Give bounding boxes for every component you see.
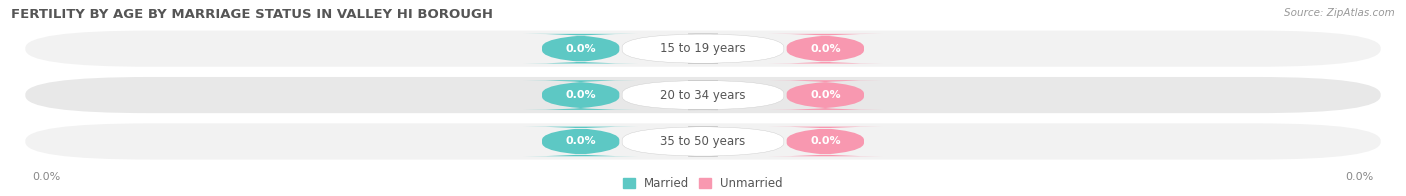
Text: 20 to 34 years: 20 to 34 years (661, 89, 745, 102)
FancyBboxPatch shape (25, 31, 1381, 67)
Text: Source: ZipAtlas.com: Source: ZipAtlas.com (1284, 8, 1395, 18)
FancyBboxPatch shape (523, 80, 638, 110)
FancyBboxPatch shape (621, 80, 785, 110)
FancyBboxPatch shape (768, 34, 883, 64)
FancyBboxPatch shape (25, 123, 1381, 160)
Text: 0.0%: 0.0% (32, 172, 60, 182)
FancyBboxPatch shape (768, 127, 883, 156)
FancyBboxPatch shape (523, 34, 638, 64)
FancyBboxPatch shape (25, 77, 1381, 113)
Text: 15 to 19 years: 15 to 19 years (661, 42, 745, 55)
Text: FERTILITY BY AGE BY MARRIAGE STATUS IN VALLEY HI BOROUGH: FERTILITY BY AGE BY MARRIAGE STATUS IN V… (11, 8, 494, 21)
FancyBboxPatch shape (621, 34, 785, 64)
FancyBboxPatch shape (523, 127, 638, 156)
Text: 35 to 50 years: 35 to 50 years (661, 135, 745, 148)
Text: 0.0%: 0.0% (810, 90, 841, 100)
Legend: Married, Unmarried: Married, Unmarried (623, 177, 783, 190)
FancyBboxPatch shape (768, 80, 883, 110)
Text: 0.0%: 0.0% (565, 136, 596, 146)
Text: 0.0%: 0.0% (810, 136, 841, 146)
Text: 0.0%: 0.0% (565, 44, 596, 54)
FancyBboxPatch shape (621, 127, 785, 156)
Text: 0.0%: 0.0% (565, 90, 596, 100)
Text: 0.0%: 0.0% (810, 44, 841, 54)
Text: 0.0%: 0.0% (1346, 172, 1374, 182)
